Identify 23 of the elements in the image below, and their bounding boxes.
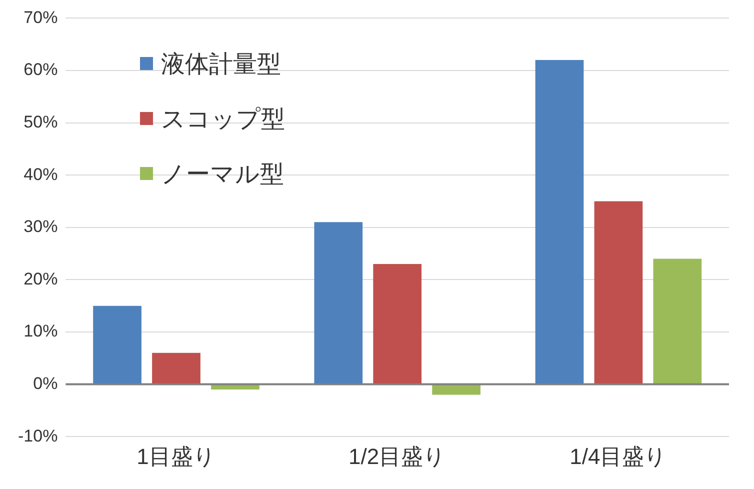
legend-label: ノーマル型 <box>161 158 284 190</box>
y-tick-label: 40% <box>24 164 58 184</box>
y-tick-label: 30% <box>24 217 58 236</box>
y-tick-label: 20% <box>24 269 58 288</box>
x-tick-label: 1/4目盛り <box>570 444 668 469</box>
y-tick-label: -10% <box>18 426 58 446</box>
y-tick-label: 70% <box>24 8 58 27</box>
legend-label: 液体計量型 <box>161 48 281 80</box>
y-tick-label: 60% <box>24 60 58 80</box>
bar <box>373 264 422 384</box>
bar <box>314 222 363 384</box>
bar <box>432 384 480 395</box>
bar <box>594 201 643 384</box>
bar <box>653 258 702 384</box>
bar <box>152 352 200 384</box>
bar <box>93 306 142 384</box>
y-tick-label: 10% <box>24 322 58 341</box>
y-tick-label: 50% <box>24 112 58 132</box>
bar <box>535 60 584 384</box>
legend-label: スコップ型 <box>161 104 285 134</box>
x-tick-label: 1/2目盛り <box>348 444 446 469</box>
x-tick-label: 1目盛り <box>136 444 216 469</box>
y-tick-label: 0% <box>33 374 58 393</box>
